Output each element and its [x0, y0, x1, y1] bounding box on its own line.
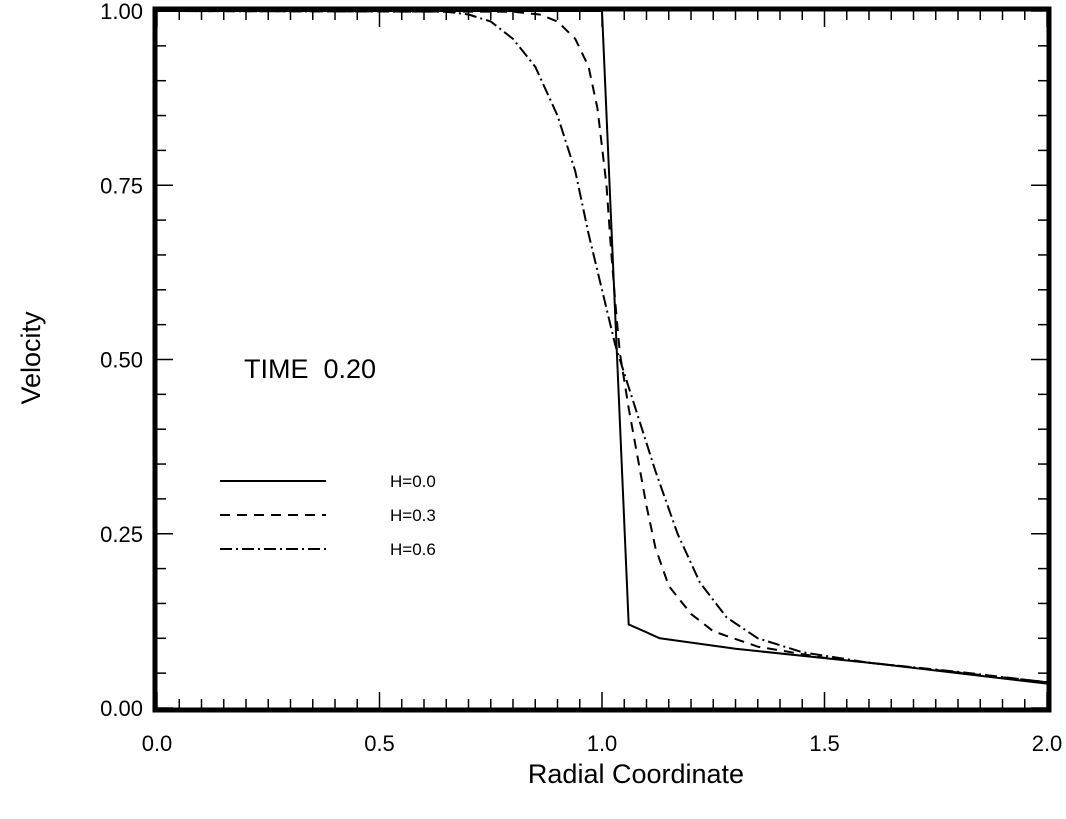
legend-label-h03: H=0.3	[390, 506, 436, 525]
y-tick-label: 0.50	[100, 348, 143, 373]
y-tick-label: 0.25	[100, 522, 143, 547]
plot-frame	[152, 6, 1052, 713]
x-axis-label: Radial Coordinate	[528, 759, 744, 789]
x-tick-label: 0.5	[364, 731, 395, 756]
x-tick-label: 2.0	[1032, 731, 1063, 756]
axis-ticks	[156, 10, 1048, 709]
tick-labels: 0.0 0.5 1.0 1.5 2.0 0.00 0.25 0.50 0.75 1.00	[100, 0, 1062, 756]
y-tick-label: 1.00	[100, 0, 143, 24]
x-tick-label: 0.0	[142, 731, 173, 756]
y-tick-label: 0.00	[100, 696, 143, 721]
legend-label-h06: H=0.6	[390, 540, 436, 559]
series-line-h06	[156, 10, 1048, 684]
legend-label-h00: H=0.0	[390, 472, 436, 491]
y-axis-label: Velocity	[16, 311, 46, 405]
x-tick-label: 1.5	[809, 731, 840, 756]
series-layer	[156, 10, 1048, 685]
time-annotation: TIME 0.20	[244, 354, 376, 384]
y-tick-label: 0.75	[100, 173, 143, 198]
series-line-h00	[157, 10, 1048, 685]
series-line-h03	[156, 10, 1048, 684]
x-tick-label: 1.0	[587, 731, 618, 756]
legend: H=0.0 H=0.3 H=0.6	[220, 472, 436, 559]
